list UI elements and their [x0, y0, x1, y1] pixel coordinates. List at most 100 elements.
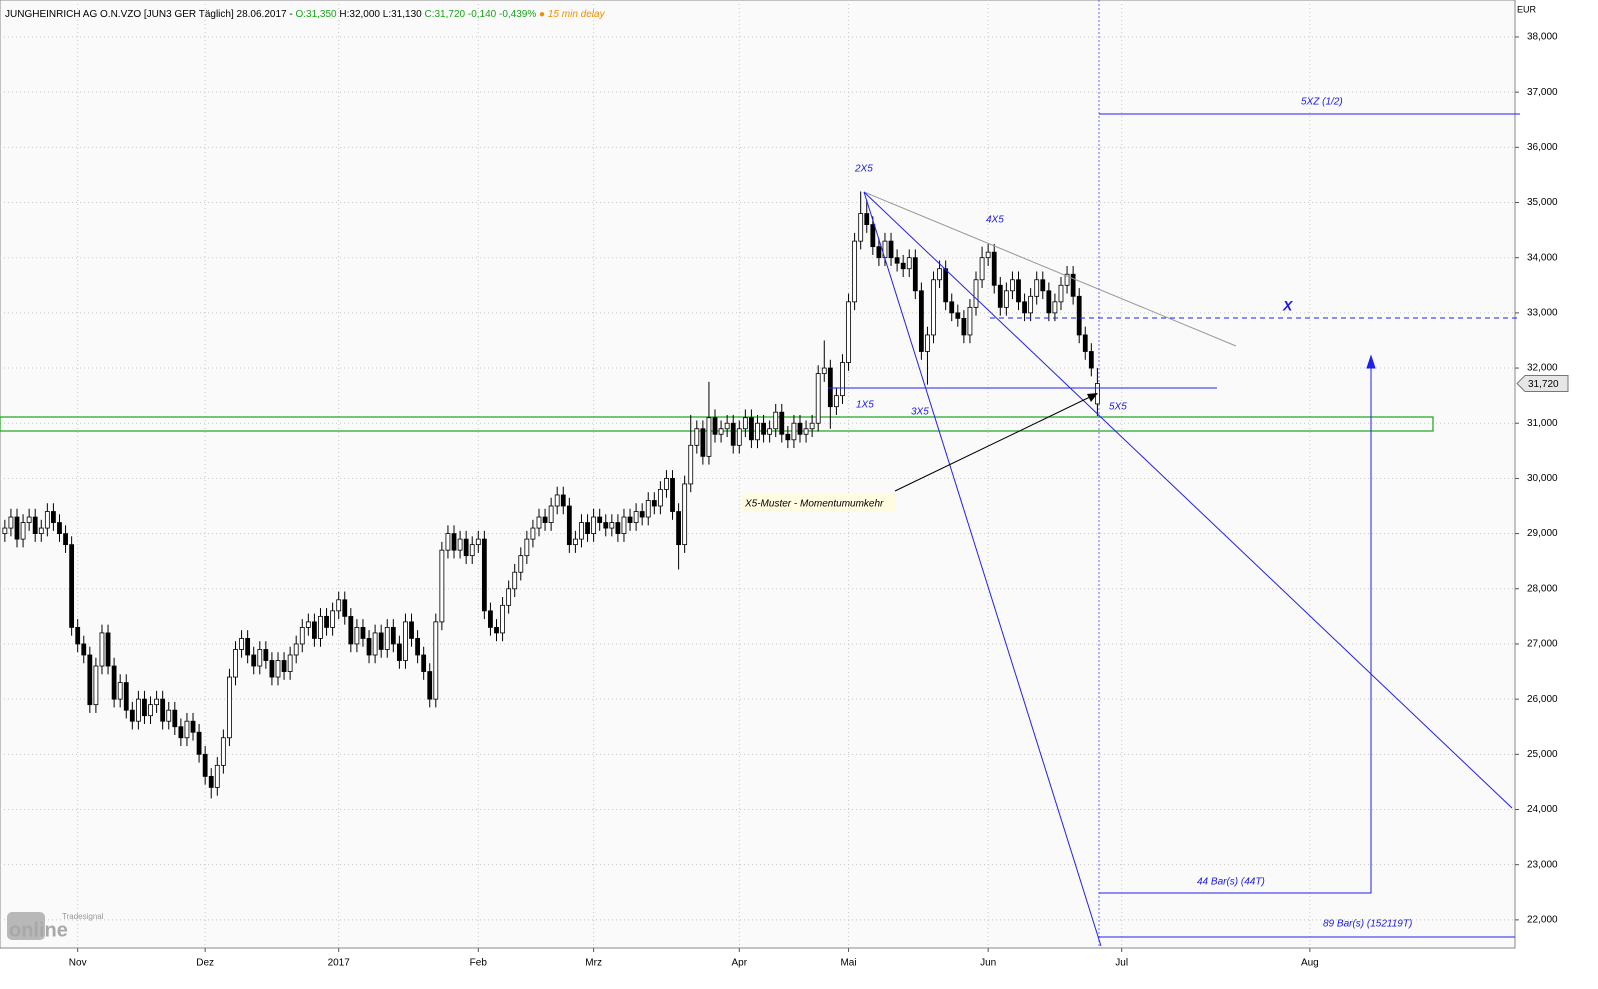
candle-body — [384, 627, 390, 650]
candle-body — [330, 610, 336, 628]
candle-body — [858, 213, 864, 242]
candle-body — [287, 654, 293, 672]
candle-body — [227, 676, 232, 739]
candle-body — [1034, 279, 1040, 297]
candle-body — [342, 599, 348, 617]
candle-body — [1010, 279, 1015, 292]
annotation: X5-Muster - Momentumumkehr — [744, 499, 884, 510]
candle-body — [579, 522, 584, 540]
candle-body — [585, 522, 590, 534]
candle-body — [797, 422, 803, 435]
candle-body — [396, 643, 402, 661]
header-change: -0,140 — [468, 9, 497, 20]
candle-body — [918, 290, 924, 352]
header-close: C:31,720 — [425, 9, 466, 20]
candle-body — [1003, 290, 1009, 308]
candle-body — [791, 422, 797, 441]
candle-body — [1016, 279, 1021, 303]
candle-body — [530, 527, 536, 540]
y-tick-label: 35,000 — [1527, 197, 1558, 208]
candle-body — [742, 417, 748, 430]
candle-body — [852, 240, 858, 303]
candle-body — [245, 638, 251, 656]
candle-body — [190, 720, 196, 733]
candle-body — [445, 533, 451, 551]
candle-body — [937, 268, 942, 281]
candle-body — [518, 555, 524, 573]
candle-body — [615, 522, 621, 534]
candle-body — [1076, 295, 1082, 336]
candle-body — [257, 649, 263, 667]
candle-body — [548, 505, 554, 523]
candle-body — [979, 257, 985, 281]
candle-body — [597, 516, 603, 523]
candle-body — [925, 334, 930, 352]
candle-body — [178, 726, 184, 739]
x-tick-label: Apr — [732, 958, 748, 969]
candle-body — [815, 373, 821, 424]
x-tick-label: Mai — [840, 958, 856, 969]
annotation: 5X5 — [1109, 402, 1127, 413]
candle-body — [676, 511, 681, 546]
y-tick-label: 33,000 — [1527, 308, 1558, 319]
y-tick-label: 34,000 — [1527, 252, 1558, 263]
candle-body — [931, 279, 936, 336]
candle-body — [645, 500, 651, 518]
candle-body — [38, 527, 44, 534]
x-tick-label: Dez — [196, 958, 214, 969]
y-tick-label: 32,000 — [1527, 363, 1558, 374]
candle-body — [475, 538, 481, 546]
candle-body — [591, 516, 597, 534]
candle-body — [99, 632, 105, 667]
x-tick-label: Mrz — [585, 958, 602, 969]
last-price-label: 31,720 — [1528, 379, 1559, 390]
candle-body — [1082, 334, 1088, 352]
candle-body — [129, 709, 135, 722]
grid — [0, 0, 1515, 948]
header-high: H:32,000 — [339, 9, 380, 20]
plot-area — [0, 0, 1516, 949]
candle-body — [834, 395, 839, 408]
candle-body — [451, 533, 457, 551]
y-tick-label: 28,000 — [1527, 583, 1558, 594]
pointer-head — [1087, 393, 1098, 402]
y-tick-label: 37,000 — [1527, 87, 1558, 98]
candle-body — [196, 731, 202, 755]
candle-body — [1040, 279, 1046, 292]
unit-label: EUR — [1517, 4, 1537, 14]
candle-body — [1022, 301, 1027, 314]
candle-body — [779, 411, 785, 435]
candle-body — [912, 257, 918, 292]
y-tick-label: 30,000 — [1527, 473, 1558, 484]
candle-body — [105, 632, 111, 667]
candle-body — [767, 428, 773, 435]
candle-body — [1058, 284, 1064, 303]
candle-body — [403, 621, 408, 661]
candle-body — [755, 422, 760, 441]
header-low: L:31,130 — [383, 9, 422, 20]
candle-body — [724, 422, 730, 430]
x-tick-label: Feb — [470, 958, 488, 969]
candle-body — [670, 478, 675, 512]
annotation: X — [1282, 298, 1294, 314]
candle-body — [366, 638, 372, 656]
y-tick-label: 26,000 — [1527, 694, 1558, 705]
candle-body — [263, 649, 269, 661]
arrow-head — [1366, 354, 1376, 369]
candle-body — [481, 538, 487, 612]
x-tick-label: Jul — [1115, 958, 1128, 969]
candle-body — [943, 268, 949, 303]
candle-body — [1070, 273, 1076, 297]
candle-body — [457, 538, 463, 551]
annotation: 2X5 — [854, 164, 873, 175]
x-tick-label: Jun — [980, 958, 996, 969]
candle-body — [1088, 351, 1094, 369]
candle-body — [700, 428, 706, 457]
candle-body — [233, 649, 238, 678]
candle-body — [312, 621, 317, 639]
y-tick-label: 36,000 — [1527, 142, 1558, 153]
candle-body — [293, 643, 299, 656]
candle-body — [827, 367, 833, 408]
candle-body — [706, 417, 712, 457]
